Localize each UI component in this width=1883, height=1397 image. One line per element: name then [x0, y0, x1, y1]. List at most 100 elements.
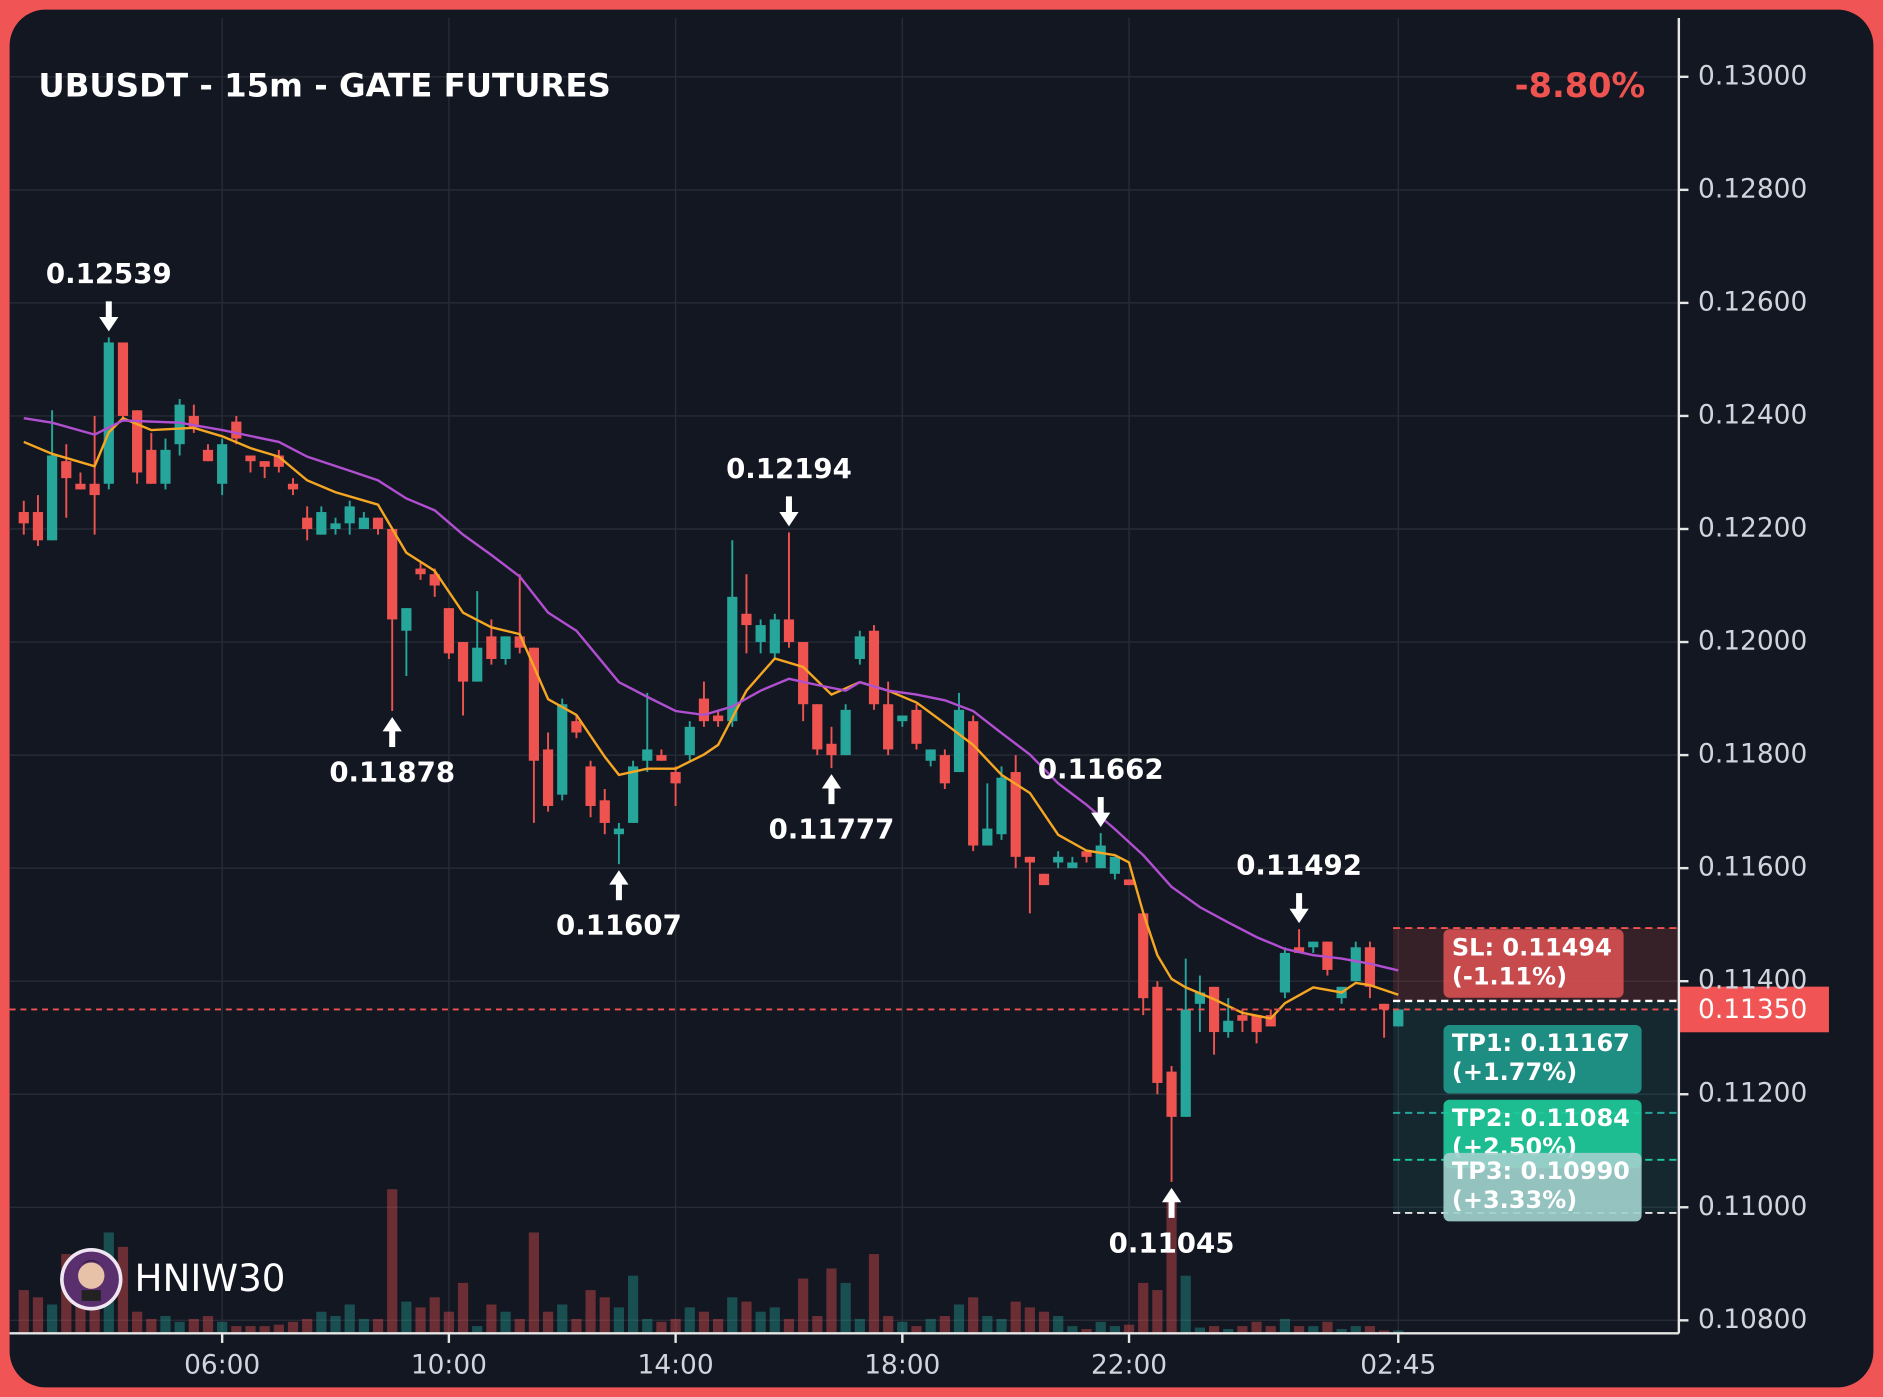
y-tick-label: 0.11000 — [1698, 1191, 1807, 1222]
candle-body — [1293, 947, 1305, 953]
candle-body — [769, 619, 780, 654]
volume-bar — [1393, 1330, 1404, 1334]
volume-bar — [401, 1301, 412, 1334]
price-annotation: 0.11607 — [556, 909, 682, 942]
candle-body — [472, 647, 483, 682]
candle-body — [670, 772, 681, 784]
candle-body — [557, 704, 568, 795]
volume-bar — [613, 1307, 625, 1334]
avatar-face — [78, 1262, 105, 1289]
volume-bar — [826, 1268, 837, 1334]
volume-bar — [174, 1321, 185, 1334]
volume-bar — [642, 1318, 653, 1334]
candle-body — [968, 721, 979, 846]
volume-bar — [1152, 1290, 1163, 1334]
volume-bar — [231, 1326, 242, 1334]
y-tick-label: 0.12000 — [1698, 626, 1807, 657]
arrow-head — [1091, 812, 1111, 828]
volume-bar — [996, 1318, 1007, 1334]
volume-bar — [372, 1318, 384, 1334]
candle-body — [1393, 1009, 1404, 1027]
candle-body — [1038, 873, 1050, 886]
current-price-label: 0.11350 — [1698, 994, 1807, 1025]
volume-bar — [1081, 1329, 1092, 1334]
volume-bar — [627, 1275, 639, 1334]
ma-line — [23, 416, 1399, 1020]
candle-body — [1152, 986, 1163, 1083]
level-label: TP2: 0.11084 — [1452, 1104, 1630, 1132]
x-tick-label: 18:00 — [864, 1349, 940, 1380]
level-label: TP3: 0.10990 — [1452, 1157, 1630, 1185]
volume-bar — [302, 1318, 313, 1334]
volume-bar — [755, 1311, 766, 1334]
candle-body — [1010, 772, 1021, 857]
candle-body — [217, 444, 228, 484]
x-tick-label: 22:00 — [1091, 1349, 1167, 1380]
volume-bar — [798, 1278, 809, 1334]
candle-body — [259, 461, 270, 467]
volume-bar — [358, 1318, 369, 1334]
volume-bar — [571, 1318, 582, 1334]
volume-bar — [1010, 1301, 1021, 1334]
candle-body — [1364, 947, 1376, 987]
candle-body — [415, 568, 426, 575]
candle-body — [160, 449, 171, 484]
candle-body — [273, 455, 284, 467]
candle-body — [1138, 913, 1149, 999]
candle-body — [316, 512, 327, 535]
price-annotation: 0.11878 — [329, 755, 455, 788]
candle-body — [1024, 856, 1035, 863]
volume-bar — [472, 1326, 483, 1334]
candle-body — [1067, 862, 1078, 869]
arrow-head — [609, 870, 629, 885]
volume-bar — [1166, 1196, 1177, 1334]
candle-body — [1123, 879, 1135, 886]
candle-body — [18, 512, 29, 524]
candle-body — [132, 410, 143, 473]
candle-body — [457, 642, 469, 682]
candle-body — [982, 828, 993, 846]
candle-body — [401, 608, 412, 631]
volume-bar — [344, 1304, 355, 1334]
price-annotation: 0.12539 — [46, 257, 172, 290]
candle-body — [528, 647, 540, 761]
candle-body — [840, 709, 851, 756]
y-tick-label: 0.11200 — [1698, 1078, 1807, 1109]
candle-body — [854, 636, 865, 660]
volume-bar — [132, 1311, 143, 1334]
volume-bar — [1350, 1326, 1361, 1334]
volume-bar — [117, 1246, 129, 1334]
candle-body — [613, 828, 625, 835]
level-label: TP1: 0.11167 — [1452, 1029, 1630, 1057]
level-note: (+3.33%) — [1452, 1186, 1577, 1214]
volume-bar — [868, 1254, 880, 1334]
candle-body — [1194, 992, 1205, 1004]
candle-body — [925, 749, 936, 761]
candle-body — [245, 455, 256, 462]
volume-bar — [542, 1311, 554, 1334]
volume-bar — [684, 1307, 695, 1334]
candle-body — [514, 636, 525, 648]
volume-bar — [1109, 1326, 1120, 1334]
level-box — [1443, 929, 1624, 998]
volume-bar — [486, 1304, 497, 1334]
y-tick-label: 0.11400 — [1698, 965, 1807, 996]
candle-body — [741, 613, 752, 626]
candle-body — [642, 749, 653, 761]
price-annotation: 0.11777 — [769, 813, 895, 846]
candle-body — [684, 726, 695, 756]
volume-bar — [202, 1316, 214, 1334]
volume-bar — [1265, 1326, 1276, 1334]
volume-bar — [1095, 1321, 1106, 1334]
candle-body — [939, 755, 950, 784]
volume-bar — [1379, 1330, 1390, 1334]
level-box — [1443, 1152, 1642, 1222]
avatar-shirt — [81, 1290, 101, 1301]
candle-body — [585, 766, 596, 806]
volume-bar — [1237, 1326, 1248, 1334]
current-price-tag — [1678, 986, 1829, 1033]
candle-body — [387, 528, 398, 620]
candle-body — [727, 596, 738, 722]
candles — [18, 337, 1404, 1182]
